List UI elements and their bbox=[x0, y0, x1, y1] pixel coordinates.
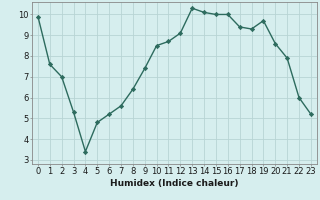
X-axis label: Humidex (Indice chaleur): Humidex (Indice chaleur) bbox=[110, 179, 239, 188]
